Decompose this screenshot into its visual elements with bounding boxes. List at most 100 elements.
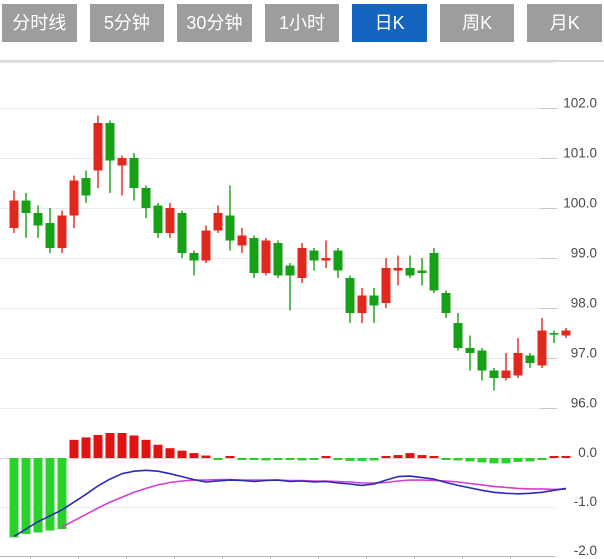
price-gridlines xyxy=(0,108,557,409)
macd-histogram xyxy=(9,433,571,538)
candle xyxy=(525,353,535,368)
candle xyxy=(549,330,559,343)
candle xyxy=(513,338,523,378)
macd-tick-label: -1.0 xyxy=(574,494,597,509)
candle xyxy=(93,115,103,188)
macd-bar xyxy=(105,433,115,458)
candle xyxy=(537,318,547,368)
candle xyxy=(21,193,31,238)
macd-bar xyxy=(189,453,199,458)
candle xyxy=(9,190,19,233)
candle xyxy=(129,153,139,201)
macd-bar xyxy=(441,458,451,460)
candle xyxy=(225,185,235,251)
tab-1hour[interactable]: 1小时 xyxy=(264,4,340,42)
price-tick-label: 98.0 xyxy=(571,296,597,311)
candle xyxy=(57,210,67,253)
candle xyxy=(333,248,343,278)
macd-bar xyxy=(45,458,55,531)
candle xyxy=(237,228,247,253)
macd-bar xyxy=(369,458,379,461)
macd-bar xyxy=(201,455,211,458)
candle xyxy=(405,255,415,278)
macd-bar xyxy=(117,433,127,458)
candle xyxy=(285,263,295,311)
macd-bar xyxy=(405,453,415,458)
candles xyxy=(9,115,571,391)
macd-bar xyxy=(477,458,487,463)
candle xyxy=(477,348,487,381)
price-tick-label: 96.0 xyxy=(571,396,597,411)
candle xyxy=(297,243,307,283)
macd-bar xyxy=(261,458,271,461)
candle xyxy=(417,258,427,286)
dif-line xyxy=(13,469,567,538)
tab-weekly-k[interactable]: 周K xyxy=(439,4,515,42)
tabbar-divider xyxy=(0,60,604,62)
macd-bar xyxy=(345,458,355,461)
macd-bar xyxy=(225,456,235,458)
macd-bar xyxy=(561,456,571,458)
candle xyxy=(273,240,283,278)
macd-bar xyxy=(93,434,103,458)
macd-bar xyxy=(285,458,295,460)
macd-bar xyxy=(21,458,31,534)
macd-bar xyxy=(549,456,559,458)
candle xyxy=(381,258,391,308)
candle xyxy=(345,275,355,323)
macd-bar xyxy=(465,458,475,462)
candle xyxy=(177,210,187,258)
dea-line xyxy=(61,478,567,528)
candle xyxy=(81,170,91,203)
candle xyxy=(117,155,127,196)
price-tick-label: 100.0 xyxy=(563,196,597,211)
macd-bar xyxy=(453,458,463,461)
tab-time-line[interactable]: 分时线 xyxy=(2,4,77,42)
candle xyxy=(453,313,463,351)
price-tick-label: 99.0 xyxy=(571,246,597,261)
period-tabbar: 分时线 5分钟 30分钟 1小时 日K 周K 月K xyxy=(0,4,604,42)
tab-daily-k[interactable]: 日K xyxy=(352,4,427,42)
macd-bar xyxy=(33,458,43,533)
candle xyxy=(393,255,403,286)
macd-tick-label: -2.0 xyxy=(574,543,597,558)
candle xyxy=(165,203,175,238)
macd-bar xyxy=(177,450,187,458)
candle xyxy=(201,225,211,263)
macd-bar xyxy=(237,458,247,460)
candle xyxy=(105,120,115,193)
macd-bar xyxy=(57,458,67,530)
macd-bar xyxy=(489,458,499,464)
macd-bar xyxy=(81,437,91,458)
candle xyxy=(45,208,55,253)
candle xyxy=(441,290,451,318)
macd-bar xyxy=(273,458,283,460)
macd-bar xyxy=(141,439,151,458)
macd-bar xyxy=(525,458,535,462)
macd-bar xyxy=(429,456,439,458)
price-tick-label: 102.0 xyxy=(563,96,597,111)
candle xyxy=(465,335,475,371)
candle xyxy=(141,185,151,218)
tab-5min[interactable]: 5分钟 xyxy=(89,4,165,42)
price-axis-labels: 102.0 101.0 100.0 99.0 98.0 97.0 96.0 xyxy=(563,96,597,411)
candle xyxy=(33,205,43,238)
macd-bar xyxy=(9,458,19,538)
candle xyxy=(561,328,571,338)
macd-bar xyxy=(393,455,403,458)
tab-monthly-k[interactable]: 月K xyxy=(527,4,603,42)
candle xyxy=(213,205,223,233)
macd-bar xyxy=(309,458,319,460)
macd-bar xyxy=(165,448,175,458)
candle xyxy=(357,288,367,323)
candle xyxy=(501,353,511,381)
macd-bar xyxy=(357,458,367,461)
candle xyxy=(261,238,271,276)
tab-30min[interactable]: 30分钟 xyxy=(177,4,252,42)
macd-bar xyxy=(333,458,343,460)
macd-bar xyxy=(513,458,523,462)
macd-bar xyxy=(129,435,139,458)
macd-bar xyxy=(69,439,79,458)
